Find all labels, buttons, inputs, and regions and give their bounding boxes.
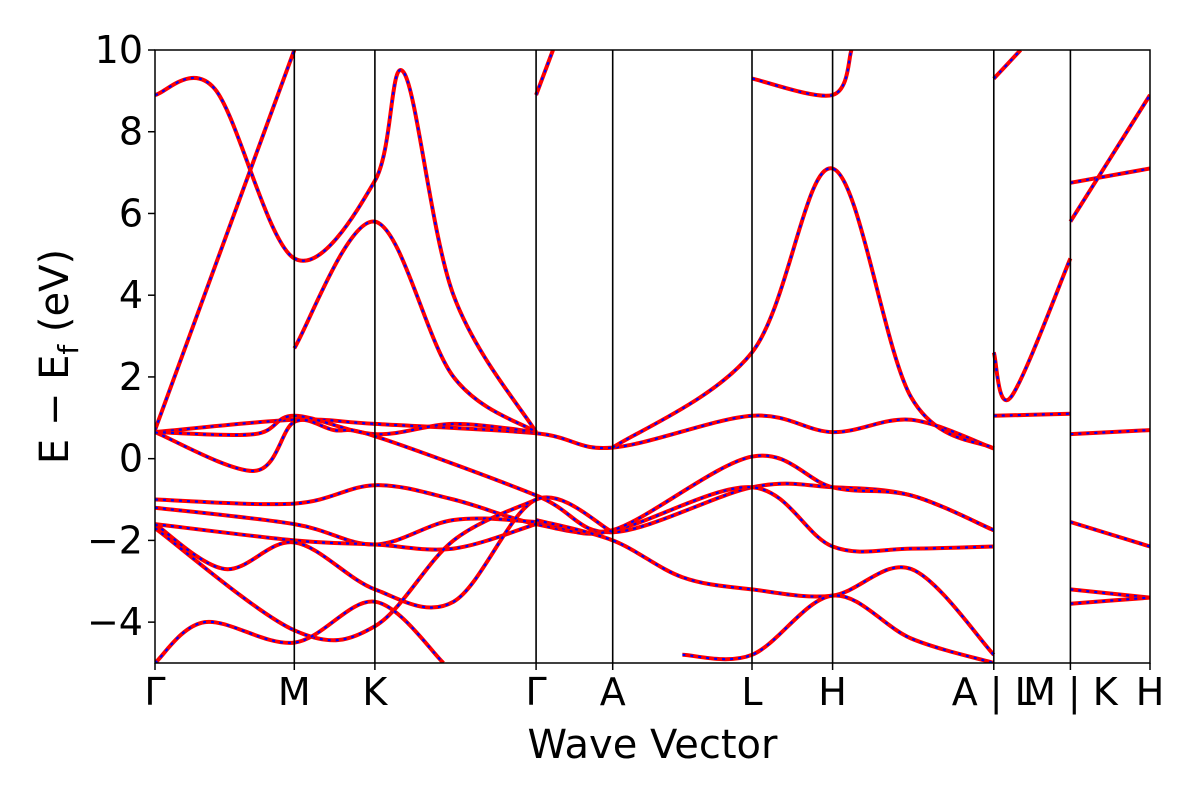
y-tick-label-7: 8 — [119, 110, 143, 154]
y-tick-label-8: 10 — [95, 28, 143, 72]
band-line-dashed-6 — [155, 523, 537, 551]
y-axis-label-unit: (eV) — [32, 249, 78, 345]
band-line-dashed-2 — [155, 414, 537, 437]
y-tick-label-1: −4 — [87, 600, 143, 644]
band-line-dashed-18 — [992, 50, 1022, 80]
x-tick-label-7: H — [818, 670, 847, 714]
kpoint-dividers — [293, 50, 1072, 663]
x-tick-label-1: Γ — [144, 670, 165, 714]
band-line-dashed-13 — [155, 68, 538, 433]
y-axis-label: E − Ef (eV) — [32, 249, 85, 464]
x-tick-label-5: A — [600, 670, 626, 714]
y-axis-label-subscript: f — [52, 344, 85, 355]
y-axis-label-main: E − E — [32, 355, 78, 465]
band-line-11 — [535, 518, 996, 657]
band-line-13 — [155, 68, 538, 434]
plot-frame — [154, 49, 1151, 664]
band-line-dashed-3 — [155, 418, 995, 534]
band-line-dashed-9 — [155, 600, 445, 663]
x-axis-ticks: Γ M K Γ A L H A | LM | K H — [144, 663, 1164, 715]
band-line-dashed-10 — [612, 167, 995, 450]
band-line-dashed-26 — [1070, 596, 1150, 605]
band-line-dashed-16 — [535, 50, 555, 96]
band-line-dashed-14 — [155, 50, 296, 431]
band-line-19 — [991, 257, 1073, 403]
y-tick-label-2: −2 — [87, 518, 143, 562]
x-axis-label: Wave Vector — [528, 722, 779, 768]
band-line-dashed-5 — [155, 454, 995, 546]
band-line-3 — [155, 417, 995, 535]
band-line-dashed-23 — [1070, 429, 1150, 436]
band-line-12 — [682, 593, 995, 663]
band-line-dashed-25 — [1070, 588, 1150, 599]
band-line-23 — [1070, 428, 1150, 437]
band-line-dashed-15 — [293, 220, 537, 434]
y-tick-label-5: 4 — [119, 273, 143, 317]
band-line-dashed-11 — [535, 518, 995, 656]
band-line-17 — [751, 50, 854, 98]
x-tick-label-4: Γ — [525, 670, 546, 714]
band-line-dashed-24 — [1070, 520, 1150, 548]
band-line-dashed-22 — [1069, 94, 1150, 223]
band-line-dashed-21 — [1070, 167, 1150, 184]
band-line-26 — [1070, 595, 1150, 606]
band-line-10 — [611, 166, 995, 451]
band-line-5 — [155, 453, 995, 547]
y-tick-label-6: 6 — [119, 191, 143, 235]
x-tick-label-9: M | K — [1023, 670, 1119, 715]
y-axis-ticks: −4 −2 0 2 4 6 8 10 — [87, 28, 155, 644]
y-tick-label-3: 0 — [119, 437, 143, 481]
band-line-dashed-17 — [751, 50, 853, 97]
band-line-8 — [155, 497, 537, 643]
band-line-dashed-19 — [992, 257, 1072, 402]
y-tick-label-4: 2 — [119, 355, 143, 399]
x-tick-label-8: A | L — [952, 670, 1036, 715]
x-tick-label-3: K — [362, 670, 388, 714]
x-tick-label-2: M — [278, 670, 311, 714]
band-line-6 — [155, 522, 537, 552]
band-line-15 — [292, 219, 538, 434]
x-tick-label-6: L — [741, 670, 762, 714]
band-line-dashed-12 — [682, 594, 995, 663]
band-line-20 — [993, 411, 1071, 418]
x-tick-label-10: H — [1136, 670, 1165, 714]
band-lines — [155, 50, 1150, 663]
